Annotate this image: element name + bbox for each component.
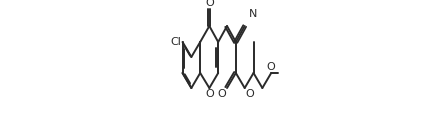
Text: O: O xyxy=(205,89,214,99)
Text: O: O xyxy=(216,89,225,99)
Text: N: N xyxy=(248,9,256,19)
Text: O: O xyxy=(205,0,213,8)
Text: Cl: Cl xyxy=(170,37,181,47)
Text: O: O xyxy=(266,62,275,72)
Text: O: O xyxy=(245,89,254,99)
